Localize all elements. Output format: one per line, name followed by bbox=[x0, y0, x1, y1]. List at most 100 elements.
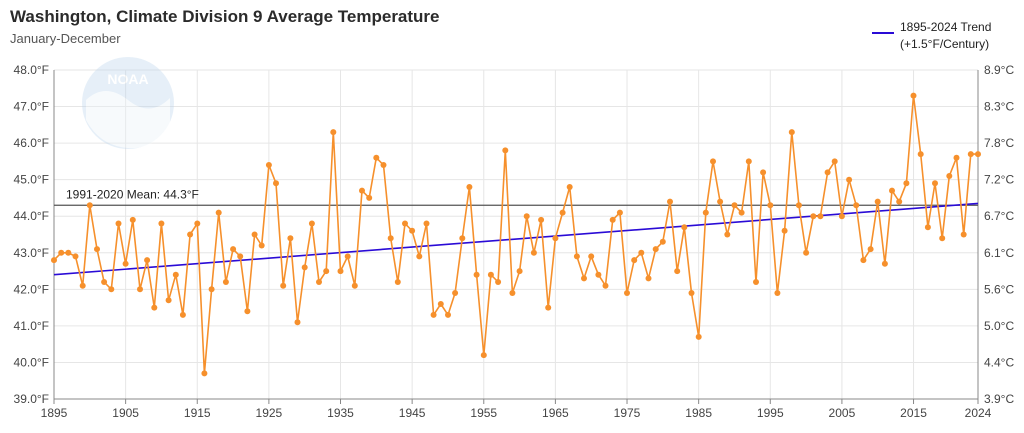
data-point[interactable] bbox=[487, 271, 494, 278]
data-point[interactable] bbox=[688, 290, 695, 296]
data-point[interactable] bbox=[351, 282, 358, 289]
data-point[interactable] bbox=[702, 209, 709, 216]
data-point[interactable] bbox=[681, 224, 688, 231]
data-point[interactable] bbox=[581, 275, 587, 282]
data-point[interactable] bbox=[924, 224, 931, 231]
data-point[interactable] bbox=[273, 180, 279, 187]
data-point[interactable] bbox=[452, 290, 459, 296]
data-point[interactable] bbox=[144, 257, 151, 264]
data-point[interactable] bbox=[545, 304, 552, 311]
data-point[interactable] bbox=[208, 286, 215, 293]
data-point[interactable] bbox=[874, 198, 881, 205]
data-point[interactable] bbox=[280, 282, 287, 289]
data-point[interactable] bbox=[323, 268, 330, 275]
data-point[interactable] bbox=[330, 129, 337, 136]
data-point[interactable] bbox=[946, 173, 953, 179]
data-point[interactable] bbox=[265, 162, 272, 168]
data-point[interactable] bbox=[101, 279, 108, 285]
data-point[interactable] bbox=[667, 198, 673, 205]
data-point[interactable] bbox=[767, 202, 774, 209]
data-point[interactable] bbox=[394, 279, 401, 285]
data-point[interactable] bbox=[903, 180, 910, 187]
data-point[interactable] bbox=[817, 213, 824, 220]
data-point[interactable] bbox=[588, 253, 595, 260]
data-point[interactable] bbox=[459, 235, 466, 242]
data-point[interactable] bbox=[710, 158, 716, 165]
data-point[interactable] bbox=[738, 209, 745, 216]
data-point[interactable] bbox=[94, 246, 100, 253]
data-point[interactable] bbox=[172, 271, 179, 278]
data-point[interactable] bbox=[810, 213, 817, 220]
data-point[interactable] bbox=[466, 184, 473, 190]
data-point[interactable] bbox=[616, 209, 623, 216]
data-point[interactable] bbox=[838, 213, 845, 220]
data-point[interactable] bbox=[359, 187, 365, 194]
data-point[interactable] bbox=[559, 209, 566, 216]
data-point[interactable] bbox=[337, 268, 344, 275]
data-point[interactable] bbox=[975, 151, 981, 158]
data-point[interactable] bbox=[853, 202, 860, 209]
data-point[interactable] bbox=[753, 279, 759, 285]
data-point[interactable] bbox=[674, 268, 681, 275]
data-point[interactable] bbox=[831, 158, 838, 165]
data-point[interactable] bbox=[788, 129, 795, 136]
data-point[interactable] bbox=[480, 352, 487, 359]
data-point[interactable] bbox=[287, 235, 294, 242]
data-point[interactable] bbox=[366, 194, 373, 201]
data-point[interactable] bbox=[344, 253, 351, 260]
data-point[interactable] bbox=[445, 311, 451, 318]
data-point[interactable] bbox=[631, 257, 638, 264]
data-point[interactable] bbox=[896, 198, 903, 205]
data-point[interactable] bbox=[215, 209, 222, 216]
data-point[interactable] bbox=[108, 286, 115, 293]
data-point[interactable] bbox=[409, 227, 416, 234]
data-point[interactable] bbox=[373, 154, 380, 161]
data-point[interactable] bbox=[380, 162, 387, 168]
data-point[interactable] bbox=[51, 257, 57, 264]
data-point[interactable] bbox=[932, 180, 938, 187]
data-point[interactable] bbox=[387, 235, 394, 242]
data-point[interactable] bbox=[781, 227, 788, 234]
data-point[interactable] bbox=[638, 249, 645, 256]
data-point[interactable] bbox=[244, 308, 251, 315]
data-point[interactable] bbox=[122, 260, 129, 267]
data-point[interactable] bbox=[602, 282, 609, 289]
data-point[interactable] bbox=[917, 151, 924, 158]
data-point[interactable] bbox=[717, 198, 724, 205]
data-point[interactable] bbox=[910, 92, 917, 99]
data-point[interactable] bbox=[795, 202, 802, 209]
data-point[interactable] bbox=[187, 231, 194, 238]
data-point[interactable] bbox=[523, 213, 530, 220]
data-point[interactable] bbox=[566, 184, 573, 190]
data-point[interactable] bbox=[308, 220, 315, 227]
data-point[interactable] bbox=[609, 216, 616, 223]
data-point[interactable] bbox=[516, 268, 523, 275]
data-point[interactable] bbox=[58, 249, 65, 256]
data-point[interactable] bbox=[294, 319, 301, 326]
data-point[interactable] bbox=[416, 253, 423, 260]
legend[interactable]: 1895-2024 Trend (+1.5°F/Century) bbox=[872, 16, 1022, 56]
data-point[interactable] bbox=[165, 297, 172, 304]
data-point[interactable] bbox=[774, 290, 781, 296]
data-point[interactable] bbox=[258, 242, 265, 249]
data-point[interactable] bbox=[301, 264, 308, 271]
data-point[interactable] bbox=[201, 370, 208, 377]
data-point[interactable] bbox=[846, 176, 853, 183]
data-point[interactable] bbox=[151, 304, 158, 311]
data-point[interactable] bbox=[760, 169, 767, 176]
data-point[interactable] bbox=[222, 279, 229, 285]
data-point[interactable] bbox=[72, 253, 79, 260]
data-point[interactable] bbox=[65, 249, 72, 256]
data-point[interactable] bbox=[402, 220, 408, 227]
data-point[interactable] bbox=[237, 253, 244, 260]
data-point[interactable] bbox=[595, 271, 602, 278]
data-point[interactable] bbox=[652, 246, 659, 253]
data-point[interactable] bbox=[881, 260, 888, 267]
data-point[interactable] bbox=[960, 231, 967, 238]
data-point[interactable] bbox=[967, 151, 974, 158]
data-point[interactable] bbox=[889, 187, 895, 194]
data-point[interactable] bbox=[79, 282, 86, 289]
data-point[interactable] bbox=[509, 290, 516, 296]
data-point[interactable] bbox=[158, 220, 165, 227]
data-point[interactable] bbox=[86, 202, 93, 209]
